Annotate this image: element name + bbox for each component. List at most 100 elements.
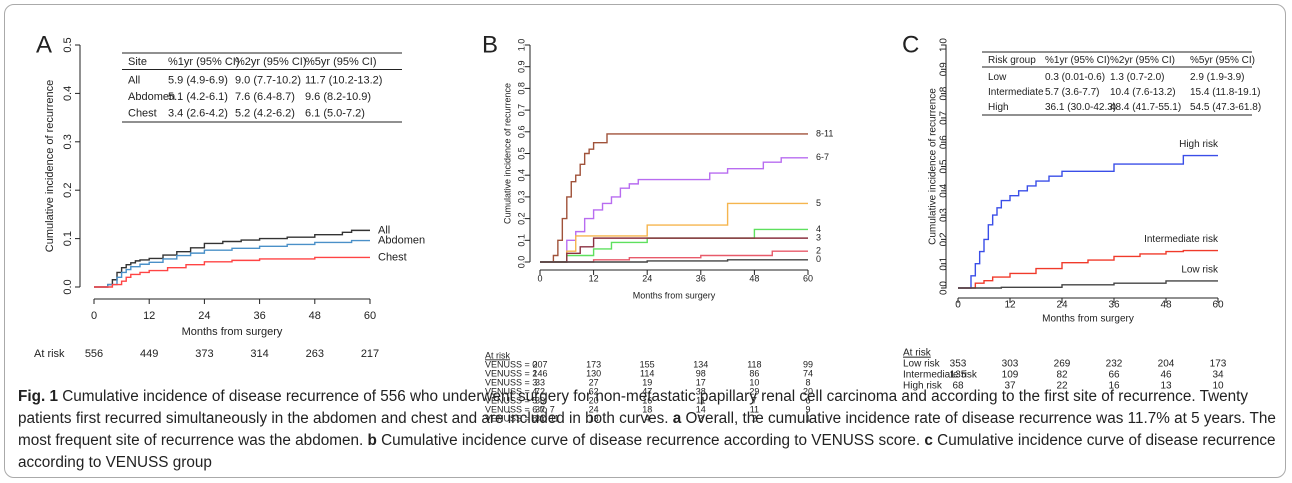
at-risk-name: VENUSS = 2 bbox=[485, 368, 537, 378]
table-header: %5yr (95% CI) bbox=[1190, 55, 1255, 66]
y-tick-label: 0.0 bbox=[516, 256, 526, 269]
at-risk-count: 16 bbox=[642, 395, 652, 405]
at-risk-count: 146 bbox=[532, 368, 547, 378]
table-cell: 11.7 (10.2-13.2) bbox=[305, 74, 382, 86]
x-tick-label: 48 bbox=[309, 310, 321, 322]
at-risk-count: 217 bbox=[361, 348, 379, 360]
x-tick-label: 60 bbox=[364, 310, 376, 322]
at-risk-count: 11 bbox=[696, 395, 705, 405]
y-tick-label: 0.7 bbox=[939, 111, 950, 125]
at-risk-name: Intermediate risk bbox=[903, 370, 978, 381]
caption-part-text: Cumulative incidence curve of disease re… bbox=[381, 432, 921, 449]
y-axis-title: Cumulative incidence of recurrence bbox=[928, 88, 939, 245]
table-cell: Low bbox=[988, 72, 1007, 83]
y-tick-label: 0.6 bbox=[939, 135, 950, 149]
at-risk-count: 34 bbox=[1212, 370, 1224, 381]
at-risk-name: VENUSS = 4 bbox=[485, 386, 537, 396]
at-risk-count: 16 bbox=[1108, 381, 1120, 392]
curve-label: Intermediate risk bbox=[1144, 234, 1219, 245]
curve bbox=[540, 259, 808, 263]
curve-label: 6-7 bbox=[816, 152, 829, 162]
curve-label: 5 bbox=[816, 198, 821, 208]
at-risk-count: 9 bbox=[805, 404, 810, 414]
at-risk-name: VENUSS = 5 bbox=[485, 395, 537, 405]
y-tick-label: 1.0 bbox=[939, 38, 950, 52]
caption: Fig. 1 Cumulative incidence of disease r… bbox=[18, 386, 1280, 474]
x-tick-label: 12 bbox=[589, 273, 599, 283]
at-risk-count: 19 bbox=[642, 377, 652, 387]
table-header: %2yr (95% CI) bbox=[235, 56, 307, 68]
table-header: Risk group bbox=[988, 55, 1036, 66]
y-tick-label: 0.9 bbox=[516, 60, 526, 73]
panel-label: A bbox=[36, 31, 52, 58]
y-tick-label: 0.1 bbox=[939, 256, 950, 270]
at-risk-count: 98 bbox=[696, 368, 706, 378]
at-risk-count: 130 bbox=[586, 368, 601, 378]
y-tick-label: 0.2 bbox=[62, 183, 74, 198]
at-risk-count: 118 bbox=[747, 359, 761, 369]
y-tick-label: 0.7 bbox=[516, 104, 526, 117]
table-cell: All bbox=[128, 74, 140, 86]
curve bbox=[958, 249, 1218, 289]
at-risk-count: 263 bbox=[306, 348, 324, 360]
at-risk-count: 10 bbox=[749, 377, 759, 387]
at-risk-count: 207 bbox=[532, 359, 547, 369]
curve bbox=[540, 157, 808, 263]
curve bbox=[540, 250, 808, 263]
at-risk-count: 204 bbox=[1158, 359, 1175, 370]
y-tick-label: 0.0 bbox=[62, 279, 74, 294]
curve bbox=[958, 154, 1218, 289]
at-risk-count: 232 bbox=[1106, 359, 1123, 370]
at-risk-count: 556 bbox=[85, 348, 103, 360]
x-tick-label: 24 bbox=[1056, 300, 1068, 311]
curve bbox=[94, 229, 370, 288]
curve bbox=[540, 237, 808, 263]
x-tick-label: 24 bbox=[198, 310, 210, 322]
curve-label: Abdomen bbox=[378, 234, 425, 246]
at-risk-count: 20 bbox=[589, 395, 599, 405]
table-cell: 54.5 (47.3-61.8) bbox=[1190, 102, 1261, 113]
caption-part-label: c bbox=[924, 432, 933, 449]
at-risk-count: 30 bbox=[535, 395, 545, 405]
at-risk-count: 72 bbox=[535, 386, 545, 396]
y-tick-label: 0.6 bbox=[516, 126, 526, 139]
at-risk-count: 314 bbox=[250, 348, 268, 360]
curve-label: 3 bbox=[816, 233, 821, 243]
x-axis-title: Months from surgery bbox=[1042, 314, 1134, 325]
table-header: %2yr (95% CI) bbox=[1110, 55, 1175, 66]
at-risk-count: 6 bbox=[805, 395, 810, 405]
x-axis-title: Months from surgery bbox=[633, 290, 716, 300]
curve-label: 2 bbox=[816, 246, 821, 256]
caption-text: Cumulative incidence of disease recurren… bbox=[18, 388, 1249, 427]
x-tick-label: 24 bbox=[642, 273, 652, 283]
y-tick-label: 0.5 bbox=[62, 37, 74, 52]
at-risk-count: 82 bbox=[1056, 370, 1068, 381]
x-tick-label: 0 bbox=[955, 300, 961, 311]
table-cell: Abdomen bbox=[128, 91, 175, 103]
table-cell: 5.7 (3.6-7.7) bbox=[1045, 87, 1099, 98]
table-cell: 5.2 (4.2-6.2) bbox=[235, 107, 295, 119]
at-risk-count: 27 bbox=[589, 377, 599, 387]
at-risk-count: 62 bbox=[589, 386, 599, 396]
panel-label: C bbox=[902, 31, 919, 58]
curve-label: 8-11 bbox=[816, 128, 833, 138]
x-tick-label: 48 bbox=[749, 273, 759, 283]
at-risk-count: 47 bbox=[642, 386, 652, 396]
table-cell: 10.4 (7.6-13.2) bbox=[1110, 87, 1176, 98]
y-axis-title: Cumulative incidence of recurrence bbox=[502, 83, 512, 224]
at-risk-count: 38 bbox=[696, 386, 706, 396]
at-risk-count: 24 bbox=[589, 404, 599, 414]
at-risk-count: 7 bbox=[752, 395, 757, 405]
curve bbox=[94, 256, 370, 288]
at-risk-count: 373 bbox=[195, 348, 213, 360]
at-risk-count: 109 bbox=[1002, 370, 1019, 381]
at-risk-name: VENUSS = 8 to 11 bbox=[485, 413, 559, 423]
x-tick-label: 0 bbox=[91, 310, 97, 322]
y-axis-title: Cumulative incidence of recurrence bbox=[44, 80, 56, 252]
at-risk-count: 155 bbox=[640, 359, 655, 369]
x-tick-label: 36 bbox=[1108, 300, 1120, 311]
at-risk-count: 13 bbox=[1160, 381, 1172, 392]
at-risk-label: At risk bbox=[903, 348, 932, 359]
y-tick-label: 1.0 bbox=[516, 39, 526, 52]
